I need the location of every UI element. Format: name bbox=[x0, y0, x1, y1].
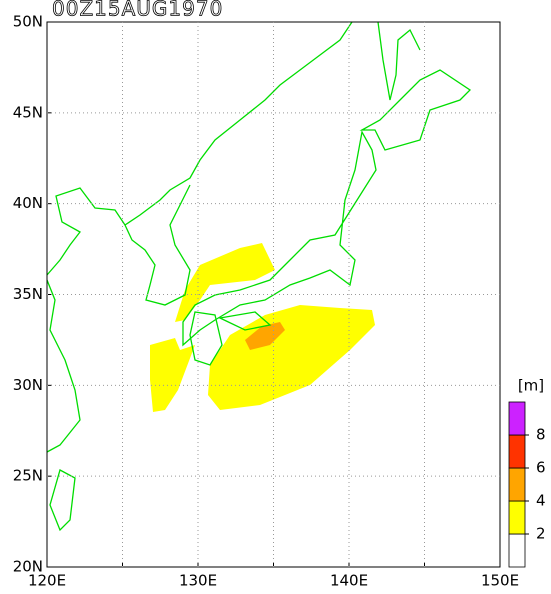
wave-area bbox=[208, 305, 375, 410]
wave-area bbox=[175, 243, 275, 322]
x-tick-label: 130E bbox=[179, 572, 217, 590]
coastline bbox=[377, 21, 421, 101]
y-tick-label: 30N bbox=[13, 376, 43, 394]
coastline bbox=[189, 311, 223, 366]
colorbar-box bbox=[508, 467, 526, 502]
colorbar-label: 8 bbox=[536, 426, 546, 444]
coastline bbox=[46, 279, 81, 453]
y-tick-label: 40N bbox=[13, 194, 43, 212]
x-tick-label: 140E bbox=[330, 572, 368, 590]
x-tick-label: 120E bbox=[28, 572, 66, 590]
colorbar-label: 4 bbox=[536, 492, 546, 510]
y-tick-label: 20N bbox=[13, 558, 43, 576]
y-tick-label: 45N bbox=[13, 103, 43, 121]
colorbar-box bbox=[508, 434, 526, 469]
y-tick-label: 50N bbox=[13, 13, 43, 31]
coastline bbox=[359, 69, 472, 151]
coastline bbox=[46, 21, 353, 276]
colorbar-box bbox=[508, 401, 526, 436]
coastline bbox=[124, 184, 191, 306]
coastlines bbox=[46, 21, 472, 532]
colorbar-box bbox=[508, 500, 526, 535]
colorbar-label: 6 bbox=[536, 459, 546, 477]
x-tick-label: 150E bbox=[481, 572, 519, 590]
colorbar-label: 2 bbox=[536, 525, 546, 543]
y-tick-label: 25N bbox=[13, 467, 43, 485]
colorbar-box bbox=[508, 533, 526, 568]
chart-title: 00Z15AUG1970 bbox=[52, 0, 223, 21]
coastline bbox=[49, 469, 76, 532]
coastline bbox=[217, 311, 272, 331]
wave-area bbox=[150, 338, 195, 412]
y-tick-label: 35N bbox=[13, 285, 43, 303]
coastline bbox=[182, 130, 377, 347]
wave-area bbox=[245, 322, 285, 350]
wave-height-fill bbox=[150, 243, 375, 412]
colorbar-unit: [m] bbox=[518, 377, 544, 395]
